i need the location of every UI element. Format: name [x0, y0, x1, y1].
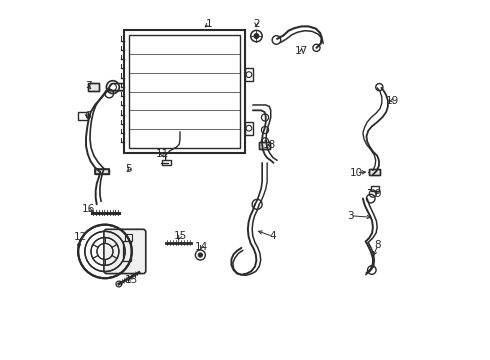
Text: 15: 15: [173, 231, 187, 242]
Text: 5: 5: [125, 164, 132, 174]
Bar: [245, 68, 253, 81]
Circle shape: [198, 253, 202, 257]
Text: 17: 17: [295, 46, 308, 56]
Bar: [88, 83, 99, 91]
Bar: [125, 234, 132, 241]
Bar: [95, 168, 109, 174]
Text: 9: 9: [374, 189, 381, 199]
Text: 2: 2: [253, 18, 260, 28]
Text: 14: 14: [195, 242, 208, 252]
Text: 16: 16: [82, 204, 95, 214]
Bar: [123, 242, 131, 261]
Bar: [259, 142, 270, 149]
Text: 8: 8: [374, 240, 381, 250]
Text: 6: 6: [84, 111, 91, 121]
Text: 1: 1: [206, 18, 213, 28]
Bar: [78, 112, 88, 120]
Text: 18: 18: [263, 140, 276, 150]
Bar: [95, 168, 109, 174]
Text: 19: 19: [386, 96, 399, 106]
Bar: [162, 160, 171, 165]
Text: 4: 4: [270, 231, 276, 242]
Text: 11: 11: [155, 149, 169, 159]
Text: 7: 7: [85, 81, 92, 91]
Bar: [369, 169, 380, 175]
Bar: [245, 122, 253, 135]
Text: 13: 13: [125, 275, 138, 285]
Bar: [88, 83, 99, 91]
Bar: [123, 30, 245, 153]
FancyBboxPatch shape: [104, 229, 146, 274]
Text: 12: 12: [74, 232, 87, 242]
Bar: [369, 169, 380, 175]
Bar: [259, 142, 270, 149]
Circle shape: [254, 33, 259, 39]
Text: 10: 10: [350, 168, 363, 178]
Text: 3: 3: [347, 211, 354, 221]
Bar: [128, 35, 240, 148]
Bar: [371, 186, 379, 192]
